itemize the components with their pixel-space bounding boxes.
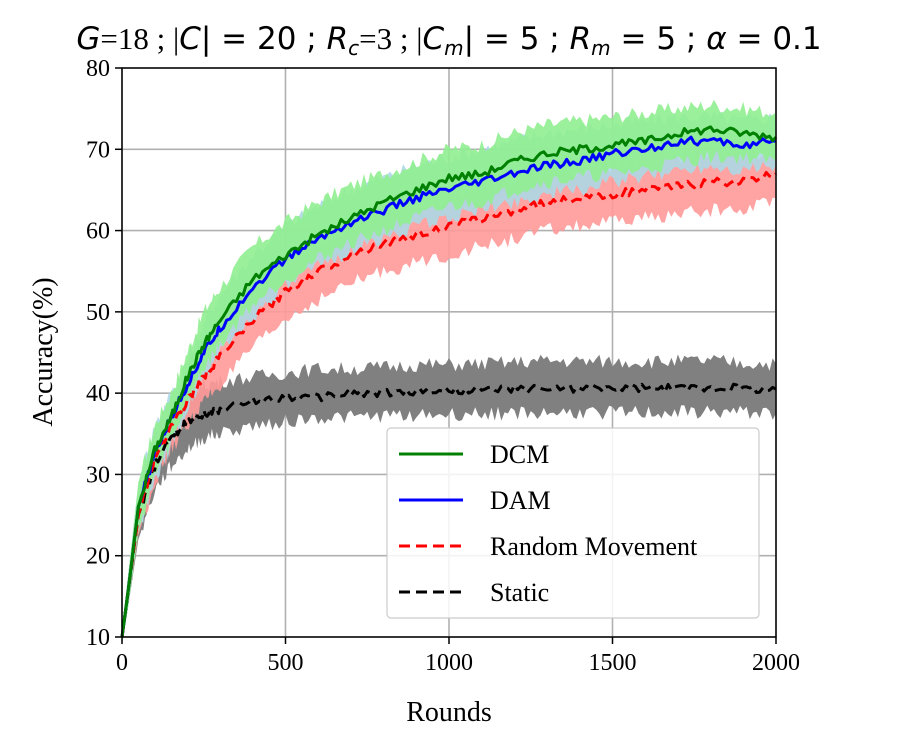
- y-tick-label: 40: [86, 381, 110, 407]
- x-axis-label: Rounds: [406, 697, 492, 728]
- y-axis-label: Accuracy(%): [28, 277, 59, 426]
- chart-title: G=18 ; |C| = 20 ; Rc=3 ; |Cm| = 5 ; Rm =…: [76, 21, 821, 60]
- legend-box: [386, 427, 760, 619]
- line-dcm: [120, 125, 778, 638]
- y-tick-label: 50: [86, 300, 110, 326]
- x-tick-label: 500: [268, 650, 304, 676]
- x-tick-label: 0: [116, 650, 128, 676]
- line-static: [120, 382, 777, 638]
- y-tick-label: 30: [86, 462, 110, 488]
- x-tick-label: 2000: [752, 650, 800, 676]
- y-tick-label: 80: [86, 56, 110, 82]
- band-static: [122, 354, 776, 646]
- confidence-bands: [122, 99, 776, 646]
- y-tick-label: 60: [86, 219, 110, 245]
- series-lines: [120, 125, 778, 638]
- legend-label: DAM: [490, 486, 551, 515]
- line-random-movement: [120, 170, 778, 638]
- legend-label: Static: [490, 578, 549, 607]
- y-tick-label: 70: [86, 137, 110, 163]
- y-tick-label: 10: [86, 625, 110, 651]
- legend-label: Random Movement: [490, 532, 698, 561]
- y-tick-label: 20: [86, 544, 110, 570]
- legend: DCM DAM Random Movement Static: [386, 427, 760, 619]
- legend-label: DCM: [490, 440, 549, 469]
- x-tick-label: 1500: [589, 650, 637, 676]
- x-tick-label: 1000: [425, 650, 473, 676]
- band-dcm: [122, 99, 776, 646]
- axis-ticks: 0 500 1000 1500 2000 10 20 30 40 50 60 70 80: [86, 56, 800, 676]
